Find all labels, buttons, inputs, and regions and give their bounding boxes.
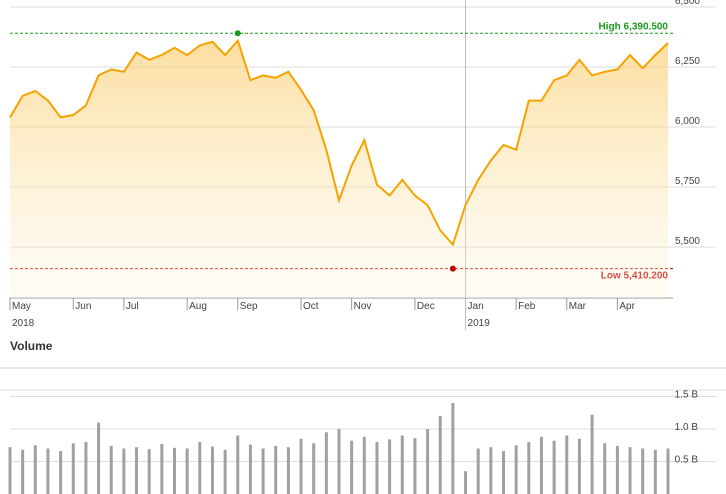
volume-bar xyxy=(362,436,366,494)
volume-bar xyxy=(299,438,303,494)
volume-bar xyxy=(413,438,417,494)
volume-bar xyxy=(324,432,328,494)
x-tick-label: Sep xyxy=(240,301,258,312)
volume-bar xyxy=(464,471,468,494)
volume-bar xyxy=(198,442,202,494)
volume-bar xyxy=(590,414,594,494)
volume-bar xyxy=(286,447,290,494)
high-dot xyxy=(234,30,241,37)
volume-bar xyxy=(71,443,75,494)
price-line xyxy=(9,38,669,247)
x-tick-label: May xyxy=(12,301,31,312)
volume-bar xyxy=(59,451,63,494)
volume-bar xyxy=(46,448,50,494)
x-tick-label: Jun xyxy=(75,301,91,312)
volume-bar xyxy=(666,448,670,494)
volume-bar xyxy=(122,448,126,494)
volume-bar xyxy=(261,448,265,494)
volume-bar xyxy=(641,448,645,494)
volume-bar xyxy=(109,445,113,494)
volume-bar xyxy=(248,444,252,494)
y-tick-label: 0.5 B xyxy=(675,455,699,466)
y-tick-label: 6,250 xyxy=(675,56,700,67)
volume-bar xyxy=(451,403,455,494)
volume-bar xyxy=(236,435,240,494)
volume-bar xyxy=(147,449,151,494)
x-tick-label: Feb xyxy=(518,301,536,312)
volume-bar xyxy=(33,445,37,494)
volume-bar xyxy=(527,442,531,494)
volume-bar xyxy=(350,440,354,494)
x-tick-label: Jan xyxy=(468,301,484,312)
volume-bar xyxy=(653,449,657,494)
volume-title: Volume xyxy=(10,339,53,353)
volume-bar xyxy=(438,416,442,494)
volume-bar xyxy=(223,449,227,494)
y-tick-label: 1.5 B xyxy=(675,390,699,401)
volume-bar xyxy=(337,429,341,494)
x-tick-label: Mar xyxy=(569,301,587,312)
volume-bar xyxy=(489,447,493,494)
volume-bar xyxy=(84,442,88,494)
x-tick-label: Jul xyxy=(126,301,139,312)
x-tick-label: Dec xyxy=(417,301,435,312)
volume-bar xyxy=(185,448,189,494)
y-tick-label: 6,000 xyxy=(675,116,700,127)
volume-bar xyxy=(426,429,430,494)
volume-bar xyxy=(502,451,505,494)
volume-bar xyxy=(388,439,392,494)
y-tick-label: 5,500 xyxy=(675,236,700,247)
volume-bar xyxy=(97,422,101,494)
volume-bar xyxy=(375,442,379,494)
volume-bar xyxy=(21,449,25,494)
area-fill xyxy=(10,40,668,298)
volume-bar xyxy=(312,443,316,494)
volume-bar xyxy=(274,445,278,494)
volume-bar xyxy=(160,443,164,494)
volume-bar xyxy=(514,445,518,494)
volume-bar xyxy=(539,436,543,494)
x-tick-label: Nov xyxy=(354,301,372,312)
volume-bar xyxy=(210,446,214,494)
volume-bar xyxy=(603,443,607,494)
volume-bar xyxy=(565,435,569,494)
year-label: 2019 xyxy=(468,318,491,329)
volume-bar xyxy=(8,447,12,494)
volume-bar xyxy=(476,448,480,494)
year-label: 2018 xyxy=(12,318,35,329)
volume-bar xyxy=(135,447,139,494)
volume-bar xyxy=(173,447,176,494)
y-tick-label: 6,500 xyxy=(675,0,700,7)
x-tick-label: Oct xyxy=(303,301,319,312)
volume-bar xyxy=(628,447,632,494)
high-label: High 6,390.500 xyxy=(599,21,669,32)
low-dot xyxy=(449,265,456,272)
y-tick-label: 5,750 xyxy=(675,176,700,187)
volume-bar xyxy=(552,440,556,494)
volume-bar xyxy=(615,445,619,494)
volume-bar xyxy=(577,438,581,494)
x-tick-label: Apr xyxy=(619,301,635,312)
x-tick-label: Aug xyxy=(189,301,207,312)
y-tick-label: 1.0 B xyxy=(675,422,699,433)
volume-bar xyxy=(400,435,404,494)
